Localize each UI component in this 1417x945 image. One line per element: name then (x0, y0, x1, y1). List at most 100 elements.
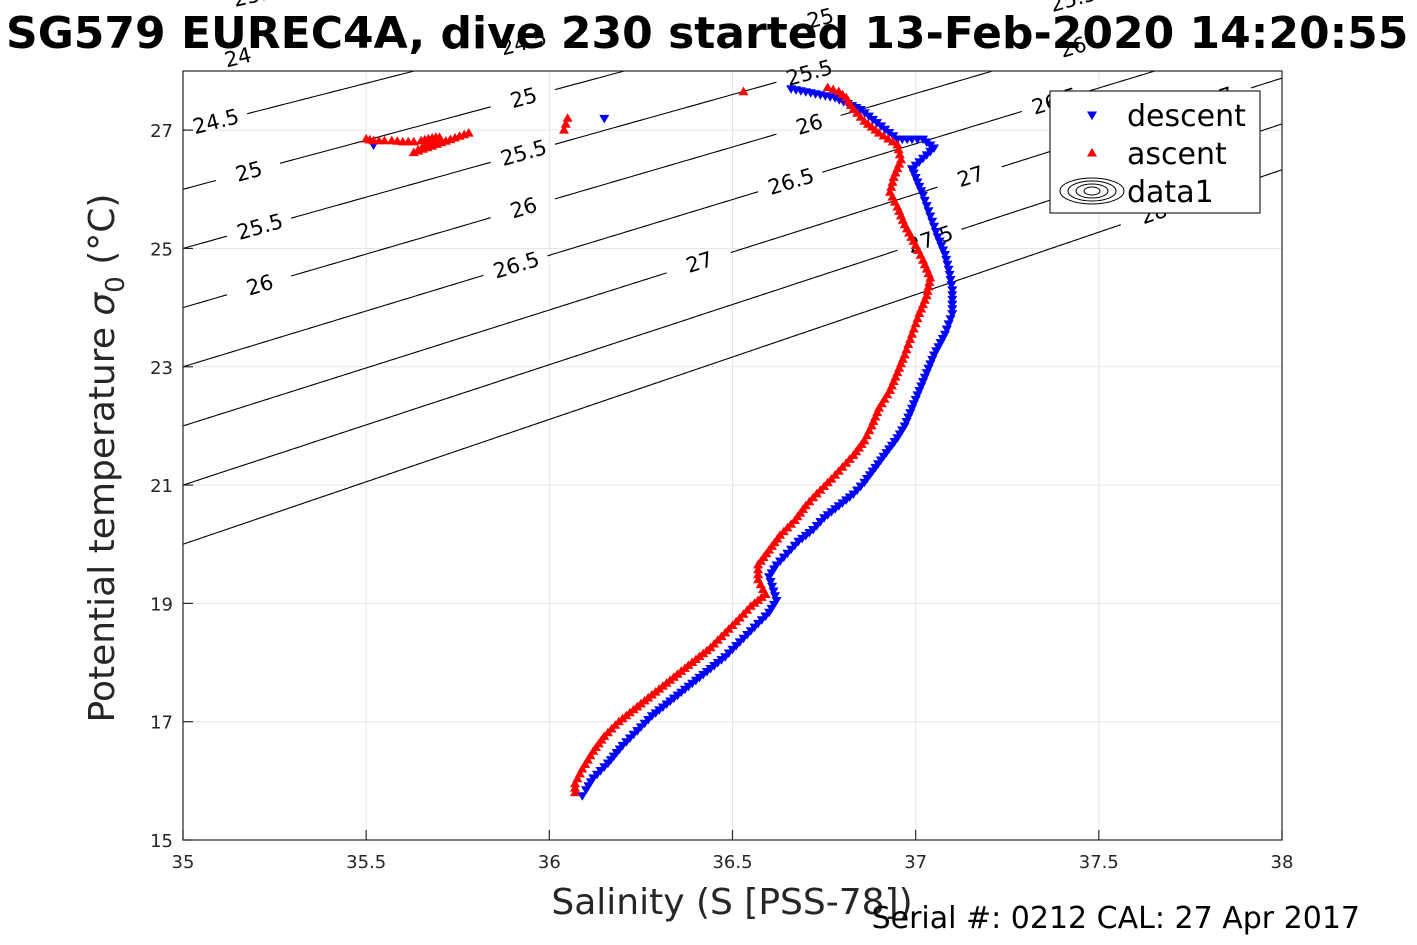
ascent-point (841, 458, 852, 467)
descent-point (916, 187, 927, 196)
descent-point (947, 291, 958, 300)
legend-contour-icon (1059, 177, 1125, 205)
descent-point (941, 255, 952, 265)
y-tick-label: 21 (150, 476, 173, 497)
contour-label: 24 (222, 43, 254, 73)
isopycnal-25 (183, 71, 627, 190)
descent-point (917, 378, 929, 387)
descent-point (910, 395, 921, 405)
isopycnal-26.5 (183, 71, 1157, 368)
descent-point (908, 169, 919, 179)
descent-point (906, 165, 918, 174)
x-tick-label: 37 (904, 852, 927, 873)
descent-point (947, 310, 958, 319)
ascent-point (848, 104, 859, 113)
y-axis-label-unit: (°C) (82, 194, 123, 277)
descent-point (914, 182, 925, 192)
ascent-point (873, 128, 885, 137)
contour-label: 24 (508, 0, 540, 3)
y-tick-label: 19 (150, 594, 173, 615)
contour-label: 24.5 (190, 104, 241, 139)
descent-point (939, 250, 951, 260)
x-tick-label: 36 (538, 852, 561, 873)
contour-label: 25.5 (234, 209, 286, 245)
descent-point (577, 792, 588, 801)
contour-labels: 2323.523.524242424.524.524.525252525.525… (190, 0, 1236, 300)
ascent-point (855, 112, 866, 121)
x-tick-label: 35.5 (346, 852, 386, 873)
descent-point (944, 270, 955, 280)
contour-label: 26.5 (491, 247, 543, 284)
descent-series (368, 85, 958, 801)
contour-label: 26 (793, 109, 825, 140)
descent-point (921, 369, 932, 378)
y-tick-label: 23 (150, 358, 173, 379)
descent-point (943, 320, 954, 329)
descent-point (932, 233, 943, 242)
descent-point (928, 351, 940, 360)
descent-point (912, 178, 923, 187)
contour-label: 26 (508, 193, 540, 224)
descent-point (919, 196, 930, 206)
descent-point (947, 295, 958, 305)
contour-label: 25 (508, 83, 540, 113)
ascent-point (379, 135, 390, 145)
descent-point (906, 404, 918, 414)
descent-point (917, 191, 929, 201)
contour-label: 27 (683, 247, 716, 278)
descent-point (946, 281, 957, 290)
descent-point (928, 222, 940, 232)
descent-point (768, 587, 779, 597)
descent-point (936, 242, 947, 251)
x-tick-label: 35 (172, 852, 195, 873)
legend-label-data1: data1 (1127, 175, 1214, 210)
serial-calibration-footer: Serial #: 0212 CAL: 27 Apr 2017 (872, 901, 1360, 936)
descent-point (942, 260, 953, 270)
descent-point (943, 265, 954, 275)
descent-point (923, 207, 934, 216)
contour-label: 26.5 (765, 163, 817, 200)
x-tick-label: 37.5 (1079, 852, 1119, 873)
ascent-point (808, 492, 819, 502)
contour-label: 25 (233, 157, 265, 187)
descent-point (945, 276, 956, 285)
descent-point (927, 355, 938, 365)
descent-point (767, 582, 778, 592)
descent-point (947, 305, 958, 314)
legend-label-ascent: ascent (1127, 137, 1227, 172)
descent-point (901, 417, 912, 427)
ascent-point (878, 131, 889, 140)
descent-point (925, 212, 936, 221)
descent-point (910, 174, 921, 183)
isopycnal-27 (183, 77, 1282, 427)
y-axis-label-symbol: σ (82, 292, 123, 316)
ascent-point (738, 86, 749, 96)
y-tick-label: 17 (150, 713, 173, 734)
ascent-point (883, 133, 894, 143)
descent-point (941, 325, 952, 335)
descent-point (914, 386, 925, 396)
contour-label: 25.5 (498, 135, 550, 171)
ascent-point (848, 450, 859, 459)
descent-point (580, 786, 592, 795)
descent-point (769, 592, 781, 601)
ascent-point (837, 462, 848, 471)
descent-point (947, 286, 958, 295)
descent-point (923, 364, 934, 374)
x-tick-label: 36.5 (712, 852, 752, 873)
descent-point (919, 373, 930, 383)
contour-label: 27 (954, 161, 987, 192)
descent-point (947, 300, 958, 310)
descent-point (903, 413, 914, 423)
descent-point (599, 114, 610, 124)
y-axis-label: Potential temperature σ0 (°C) (82, 194, 131, 723)
descent-point (916, 382, 927, 392)
ascent-point (828, 84, 839, 94)
ascent-point (408, 136, 419, 146)
contour-label: 23.5 (231, 0, 282, 12)
ascent-point (558, 125, 570, 134)
ascent-point (560, 119, 571, 128)
y-tick-label: 25 (150, 239, 173, 260)
